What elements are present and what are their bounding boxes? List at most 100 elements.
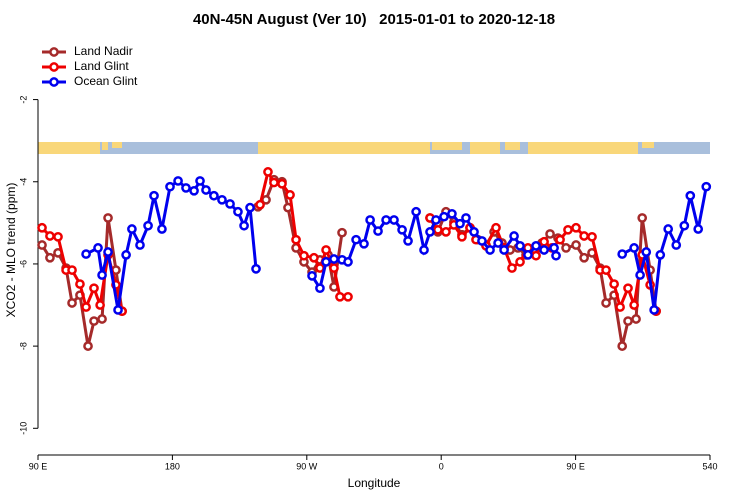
point [649, 305, 659, 315]
point [507, 263, 517, 273]
point [485, 245, 495, 255]
legend-label: Land Glint [74, 59, 129, 73]
point [531, 241, 541, 251]
point [89, 283, 99, 294]
point [321, 257, 331, 267]
point [629, 243, 639, 253]
point [135, 240, 145, 250]
point [127, 224, 137, 234]
point [195, 176, 205, 186]
point [37, 240, 47, 250]
point [425, 227, 435, 237]
point [615, 302, 625, 312]
point [209, 190, 219, 201]
legend-label: Ocean Glint [74, 74, 138, 88]
point [329, 254, 339, 264]
point [181, 183, 191, 193]
point [285, 190, 295, 200]
point [469, 227, 479, 237]
point [433, 224, 443, 235]
point [81, 302, 91, 312]
point [97, 314, 107, 324]
point [225, 199, 235, 209]
point [679, 220, 690, 231]
point [601, 265, 611, 275]
point [89, 316, 99, 326]
point [499, 245, 509, 255]
point [629, 300, 639, 310]
point [455, 218, 465, 229]
point [321, 245, 331, 255]
y-axis-label: XCO2 - MLO trend (ppm) [4, 183, 18, 318]
point [113, 305, 123, 315]
point [255, 199, 265, 210]
point [617, 341, 628, 351]
land-sea-strip [38, 142, 710, 154]
point [103, 213, 113, 223]
point [307, 271, 317, 281]
point [351, 234, 361, 245]
point [663, 224, 674, 234]
y-tick-label: -4 [18, 178, 28, 186]
point [97, 270, 107, 280]
point [75, 279, 85, 289]
chart-title: 40N-45N August (Ver 10) 2015-01-01 to 20… [193, 11, 555, 28]
point [263, 167, 273, 177]
point [239, 220, 249, 231]
point [201, 185, 211, 195]
point [641, 247, 652, 257]
point [315, 263, 325, 273]
point [381, 215, 391, 225]
point [343, 257, 353, 267]
point [329, 263, 339, 273]
point [693, 224, 704, 234]
point [539, 245, 549, 255]
point [509, 231, 519, 241]
point [571, 222, 581, 233]
point [515, 257, 525, 267]
x-tick-label: 540 [702, 461, 717, 471]
point [189, 185, 199, 196]
point [431, 215, 441, 225]
point [45, 252, 55, 263]
point [441, 227, 451, 237]
point [299, 250, 309, 261]
point [515, 241, 525, 251]
point [217, 194, 227, 205]
point [549, 243, 559, 253]
point [157, 224, 167, 234]
point [655, 250, 666, 260]
point [359, 238, 369, 249]
point [397, 224, 407, 235]
x-tick-label: 180 [165, 461, 180, 471]
point [83, 341, 93, 351]
point [37, 222, 47, 233]
point [635, 270, 645, 280]
point [457, 231, 467, 242]
point [251, 264, 261, 274]
point [149, 190, 159, 201]
point [587, 231, 597, 242]
point [447, 208, 457, 219]
point [67, 298, 77, 308]
point [419, 245, 429, 255]
point [555, 234, 565, 245]
y-tick-label: -6 [18, 260, 28, 268]
legend-marker [49, 77, 59, 87]
point [561, 243, 571, 253]
point [291, 234, 301, 245]
point [95, 300, 105, 310]
point [121, 250, 131, 260]
point [373, 226, 383, 236]
point [233, 206, 243, 217]
point [637, 213, 648, 223]
point [67, 265, 77, 275]
legend-label: Land Nadir [74, 44, 133, 58]
point [539, 236, 549, 247]
point [165, 181, 175, 192]
point [671, 240, 682, 250]
y-tick-label: -10 [18, 422, 28, 435]
point [143, 220, 153, 231]
y-tick-label: -2 [18, 96, 28, 104]
